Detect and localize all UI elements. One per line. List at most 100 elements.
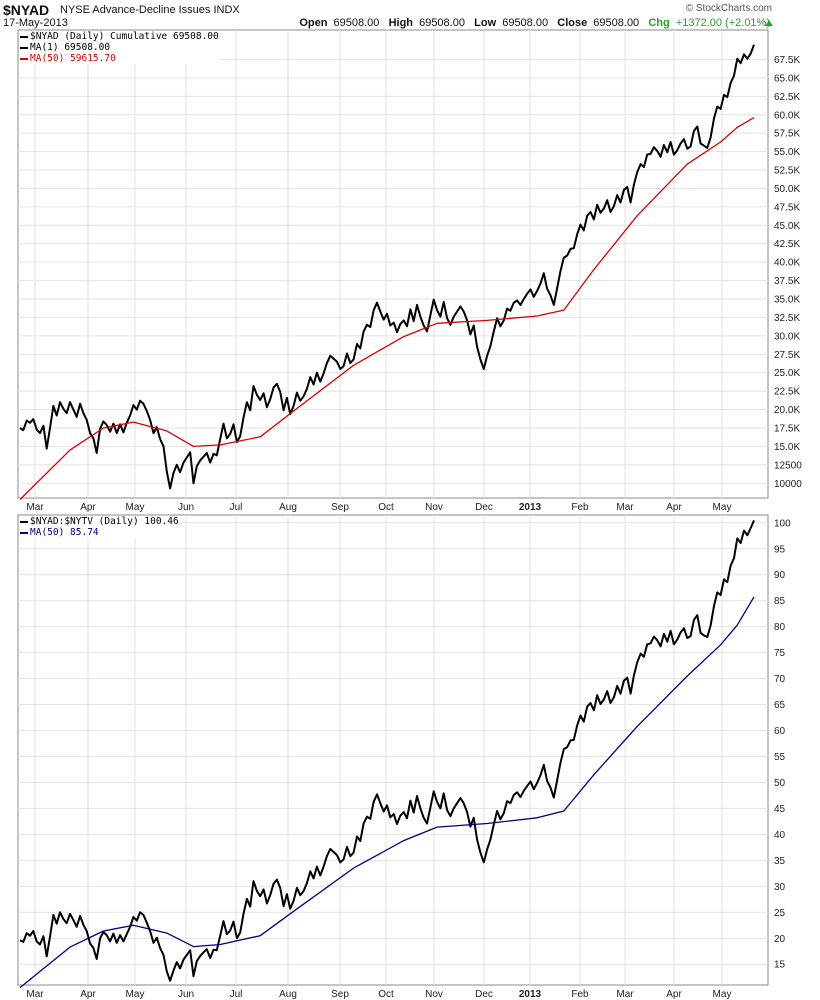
panel2-ytick-label: 65 — [774, 700, 786, 711]
panel1-ytick-label: 57.5K — [774, 129, 800, 140]
panel2-ytick-label: 90 — [774, 570, 786, 581]
chg-value: +1372.00 (+2.01%) — [675, 17, 770, 29]
panel1-xtick-label: Jun — [178, 502, 194, 513]
panel1-xtick-label: Feb — [571, 502, 589, 513]
panel2-series-price-line — [19, 520, 755, 982]
panel1-ytick-label: 25.0K — [774, 368, 800, 379]
panel1-ytick-label: 47.5K — [774, 202, 800, 213]
panel1-ytick-label: 60.0K — [774, 110, 800, 121]
chart-header: $NYAD NYSE Advance-Decline Issues INDX 1… — [0, 0, 820, 30]
panel1-ytick-label: 22.5K — [774, 387, 800, 398]
panel1-xtick-label: Mar — [26, 502, 44, 513]
symbol-title: $NYAD — [3, 2, 50, 18]
panel2-ytick-label: 55 — [774, 752, 786, 763]
credit-text[interactable]: © StockCharts.com — [685, 3, 772, 14]
panel1-xtick-label: Aug — [279, 502, 297, 513]
panel2-ytick-label: 45 — [774, 804, 786, 815]
panel2-ytick-label: 50 — [774, 778, 786, 789]
legend2-row-0: $NYAD:$NYTV (Daily) 100.46 — [20, 516, 179, 527]
panel2-xtick-label: May — [126, 989, 145, 1000]
legend2-swatch-1 — [20, 531, 28, 534]
legend1-row-0: $NYAD (Daily) Cumulative 69508.00 — [20, 31, 219, 42]
panel2-ytick-label: 100 — [774, 518, 791, 529]
panel2-series-ma50-line — [19, 596, 755, 989]
panel2-frame — [17, 514, 769, 986]
panel2-xtick-label: Sep — [331, 989, 349, 1000]
panel1-ytick-label: 20.0K — [774, 405, 800, 416]
legend1-row-1: MA(1) 69508.00 — [20, 42, 219, 53]
panel2-ytick-label: 15 — [774, 960, 786, 971]
legend2-text-0: $NYAD:$NYTV (Daily) 100.46 — [30, 516, 179, 527]
panel1-ytick-label: 45.0K — [774, 221, 800, 232]
panel2-xtick-label: Jun — [178, 989, 194, 1000]
panel1-ytick-label: 32.5K — [774, 313, 800, 324]
panel1-xtick-label: Dec — [475, 502, 493, 513]
panel1-xtick-label: Oct — [378, 502, 394, 513]
panel2-ytick-label: 95 — [774, 544, 786, 555]
open-label: Open — [299, 17, 328, 29]
panel2-xtick-label: Aug — [279, 989, 297, 1000]
panel2-xtick-label: Mar — [26, 989, 44, 1000]
legend1-text-0: $NYAD (Daily) Cumulative 69508.00 — [30, 31, 219, 42]
panel1-series-price-line — [19, 44, 755, 490]
panel2-ytick-label: 30 — [774, 882, 786, 893]
panel2-ytick-label: 75 — [774, 648, 786, 659]
panel1-xtick-label: Jul — [230, 502, 243, 513]
symbol-name: NYSE Advance-Decline Issues INDX — [60, 4, 240, 16]
low-value: 69508.00 — [502, 17, 549, 29]
panel2-ytick-label: 25 — [774, 908, 786, 919]
panel1-ytick-label: 35.0K — [774, 295, 800, 306]
panel2-ytick-label: 35 — [774, 856, 786, 867]
panel1-ytick-label: 65.0K — [774, 73, 800, 84]
panel1-xtick-label: Apr — [80, 502, 96, 513]
panel2-ytick-label: 60 — [774, 726, 786, 737]
legend2-swatch-0 — [20, 520, 28, 523]
close-value: 69508.00 — [593, 17, 640, 29]
panel1-ytick-label: 52.5K — [774, 166, 800, 177]
panel1-ytick-label: 55.0K — [774, 147, 800, 158]
panel1-ytick-label: 62.5K — [774, 92, 800, 103]
legend1-swatch-0 — [20, 35, 28, 38]
legend2-row-1: MA(50) 85.74 — [20, 527, 179, 538]
high-label: High — [388, 17, 414, 29]
panel2-xtick-label: Apr — [80, 989, 96, 1000]
ohlc-readout: Open 69508.00 High 69508.00 Low 69508.00… — [299, 17, 770, 29]
panel2-xtick-label: Feb — [571, 989, 589, 1000]
high-value: 69508.00 — [419, 17, 465, 29]
panel1-xtick-label: Sep — [331, 502, 349, 513]
panel1-ytick-label: 27.5K — [774, 350, 800, 361]
panel1-ytick-label: 50.0K — [774, 184, 800, 195]
legend1-swatch-2 — [20, 57, 28, 60]
panel2-ytick-label: 20 — [774, 934, 786, 945]
panel2-xtick-label: 2013 — [519, 989, 542, 1000]
panel2-xtick-label: Apr — [666, 989, 682, 1000]
up-arrow-icon — [765, 20, 773, 26]
panel1-ytick-label: 37.5K — [774, 276, 800, 287]
legend1-text-2: MA(50) 59615.70 — [30, 53, 116, 64]
panel1-ytick-label: 30.0K — [774, 331, 800, 342]
close-label: Close — [557, 17, 588, 29]
panel1-ytick-label: 17.5K — [774, 423, 800, 434]
open-value: 69508.00 — [333, 17, 380, 29]
panel1-xtick-label: Apr — [666, 502, 682, 513]
legend1-text-1: MA(1) 69508.00 — [30, 42, 111, 53]
panel1-ytick-label: 12500 — [774, 460, 802, 471]
panel1-series-ma50-line — [19, 117, 755, 500]
panel2-legend: $NYAD:$NYTV (Daily) 100.46 MA(50) 85.74 — [20, 516, 179, 538]
panel1-xtick-label: May — [126, 502, 145, 513]
panel1-ytick-label: 67.5K — [774, 55, 800, 66]
panel1-ytick-label: 42.5K — [774, 239, 800, 250]
chg-label: Chg — [648, 17, 670, 29]
panel2-xtick-label: Nov — [425, 989, 443, 1000]
panel1-ytick-label: 40.0K — [774, 258, 800, 269]
panel1-xtick-label: 2013 — [519, 502, 542, 513]
panel1-frame — [17, 29, 769, 499]
legend2-text-1: MA(50) 85.74 — [30, 527, 99, 538]
panel2-xtick-label: Oct — [378, 989, 394, 1000]
panel1-xtick-label: Nov — [425, 502, 443, 513]
panel1-ytick-label: 15.0K — [774, 442, 800, 453]
panel1-legend: $NYAD (Daily) Cumulative 69508.00 MA(1) … — [20, 31, 219, 64]
panel2-xtick-label: Dec — [475, 989, 493, 1000]
panel2-xtick-label: May — [713, 989, 732, 1000]
